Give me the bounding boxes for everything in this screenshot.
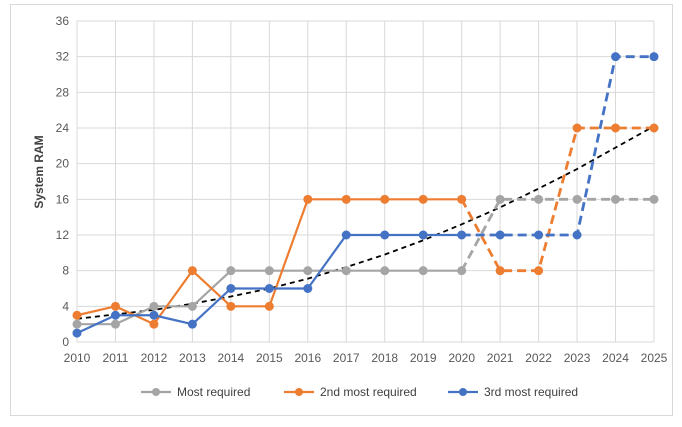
- gridlines: [76, 20, 655, 343]
- legend-label: 3rd most required: [484, 385, 578, 399]
- legend-label: 2nd most required: [320, 385, 417, 399]
- data-point: [72, 328, 82, 338]
- data-point: [495, 266, 505, 276]
- data-point: [380, 194, 390, 204]
- data-point: [341, 266, 351, 276]
- series-2: [72, 123, 659, 329]
- data-point: [418, 266, 428, 276]
- x-tick-label: 2022: [525, 351, 552, 365]
- x-tick-label: 2011: [103, 351, 129, 365]
- data-point: [72, 310, 82, 320]
- data-point: [72, 319, 82, 329]
- data-point: [226, 266, 236, 276]
- data-point: [226, 284, 236, 293]
- data-point: [418, 230, 428, 240]
- x-tick-label: 2014: [218, 351, 245, 365]
- data-point: [187, 266, 197, 276]
- x-tick-label: 2023: [564, 351, 591, 365]
- trendline: [76, 125, 655, 320]
- data-point: [649, 123, 659, 133]
- series-1: [72, 194, 659, 329]
- y-tick-label: 12: [56, 228, 70, 242]
- legend-swatch-marker: [152, 388, 160, 396]
- data-point: [380, 266, 390, 276]
- x-tick-label: 2012: [141, 351, 168, 365]
- data-point: [303, 194, 313, 204]
- data-point: [264, 266, 274, 276]
- data-point: [303, 284, 313, 293]
- data-point: [534, 230, 544, 240]
- x-tick-label: 2017: [333, 351, 360, 365]
- y-tick-label: 4: [62, 299, 69, 313]
- data-point: [341, 194, 351, 204]
- data-point: [110, 319, 120, 329]
- x-tick-label: 2019: [410, 351, 437, 365]
- data-point: [149, 301, 159, 311]
- data-point: [187, 319, 197, 329]
- data-point: [611, 52, 621, 62]
- data-point: [226, 301, 236, 311]
- data-point: [649, 194, 659, 204]
- legend-item: 3rd most required: [448, 385, 578, 399]
- series-layer: [72, 52, 659, 338]
- x-tick-label: 2015: [256, 351, 283, 365]
- data-point: [457, 194, 467, 204]
- x-tick-label: 2021: [487, 351, 514, 365]
- data-point: [572, 123, 582, 133]
- y-tick-label: 24: [56, 121, 70, 135]
- data-point: [380, 230, 390, 240]
- y-tick-label: 20: [56, 157, 70, 171]
- legend-item: 2nd most required: [284, 385, 417, 399]
- legend: Most required 2nd most required 3rd most r…: [141, 385, 578, 399]
- series-3: [72, 52, 659, 338]
- chart-frame: [10, 4, 673, 416]
- data-point: [611, 194, 621, 204]
- y-tick-label: 32: [56, 50, 70, 64]
- y-tick-labels: 0 4 8 12 16 20 24 28 32 36: [56, 14, 70, 349]
- data-point: [457, 266, 467, 276]
- y-tick-label: 8: [62, 264, 69, 278]
- series-line-dashed: [461, 55, 654, 237]
- legend-swatch-marker: [295, 388, 303, 396]
- data-point: [495, 194, 505, 204]
- x-tick-label: 2010: [64, 351, 91, 365]
- legend-item: Most required: [141, 385, 250, 399]
- data-point: [303, 266, 313, 276]
- trendline-path: [76, 125, 655, 320]
- legend-label: Most required: [177, 385, 250, 399]
- y-tick-label: 28: [56, 85, 70, 99]
- x-tick-label: 2024: [602, 351, 629, 365]
- x-tick-labels: 2010 2011 2012 2013 2014 2015 2016 2017 2018 2019…: [64, 351, 668, 365]
- y-tick-label: 16: [56, 192, 70, 206]
- data-point: [418, 194, 428, 204]
- y-tick-label: 36: [56, 14, 70, 28]
- data-point: [495, 230, 505, 240]
- data-point: [110, 310, 120, 320]
- data-point: [457, 230, 467, 240]
- data-point: [149, 319, 159, 329]
- data-point: [264, 301, 274, 311]
- data-point: [572, 194, 582, 204]
- series-line-dashed: [460, 197, 654, 272]
- x-tick-label: 2018: [371, 351, 398, 365]
- y-tick-label: 0: [62, 335, 69, 349]
- x-tick-label: 2020: [448, 351, 475, 365]
- data-point: [534, 266, 544, 276]
- data-point: [649, 52, 659, 62]
- data-point: [110, 301, 120, 311]
- x-tick-label: 2016: [294, 351, 321, 365]
- data-point: [187, 301, 197, 311]
- x-tick-label: 2025: [641, 351, 668, 365]
- data-point: [572, 230, 582, 240]
- data-point: [264, 284, 274, 293]
- series-line-dashed: [460, 126, 654, 273]
- data-point: [149, 310, 159, 320]
- x-tick-label: 2013: [179, 351, 206, 365]
- data-point: [534, 194, 544, 204]
- data-point: [611, 123, 621, 133]
- legend-swatch-marker: [459, 388, 467, 396]
- y-axis-title: System RAM: [32, 135, 46, 208]
- data-point: [341, 230, 351, 240]
